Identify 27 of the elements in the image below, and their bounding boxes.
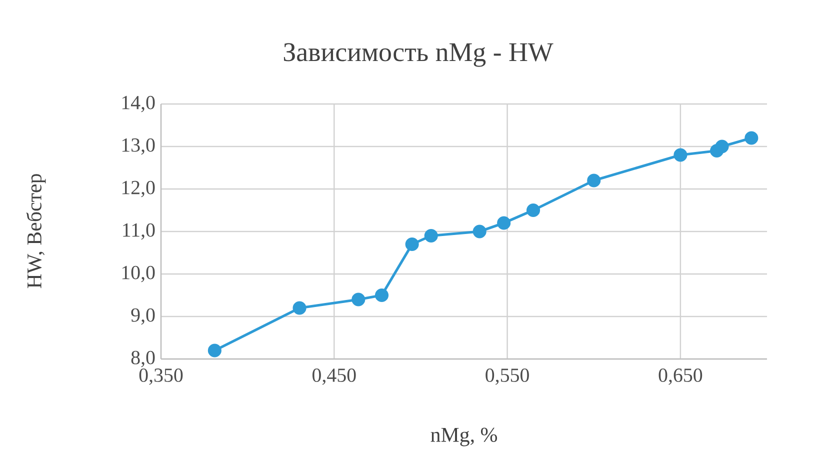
x-tick-label: 0,550 xyxy=(486,368,529,385)
point xyxy=(526,203,540,218)
point xyxy=(674,148,688,162)
y-tick-label: 13,0 xyxy=(122,138,155,155)
point xyxy=(472,224,486,238)
point xyxy=(292,301,306,315)
point xyxy=(352,292,366,306)
y-axis-title: HW, Вебстер xyxy=(26,174,46,288)
point xyxy=(497,216,511,230)
y-tick-label: 10,0 xyxy=(122,266,155,282)
point xyxy=(715,140,729,154)
y-tick-label: 9,0 xyxy=(131,308,155,325)
y-tick-label: 14,0 xyxy=(122,96,155,112)
chart-title: Зависимость nMg - HW xyxy=(284,43,554,67)
y-tick-label: 12,0 xyxy=(122,180,155,198)
point xyxy=(587,174,601,188)
y-tick-label: 11,0 xyxy=(123,223,155,240)
y-tick-label: 8,0 xyxy=(131,350,155,368)
point xyxy=(208,344,222,358)
point xyxy=(374,288,389,302)
x-tick-label: 0,350 xyxy=(139,368,183,385)
x-tick-label: 0,650 xyxy=(658,368,702,385)
point xyxy=(424,228,438,243)
x-axis-title: nMg, % xyxy=(430,428,497,446)
point xyxy=(405,237,419,252)
point xyxy=(744,131,758,145)
x-tick-label: 0,450 xyxy=(312,368,356,385)
